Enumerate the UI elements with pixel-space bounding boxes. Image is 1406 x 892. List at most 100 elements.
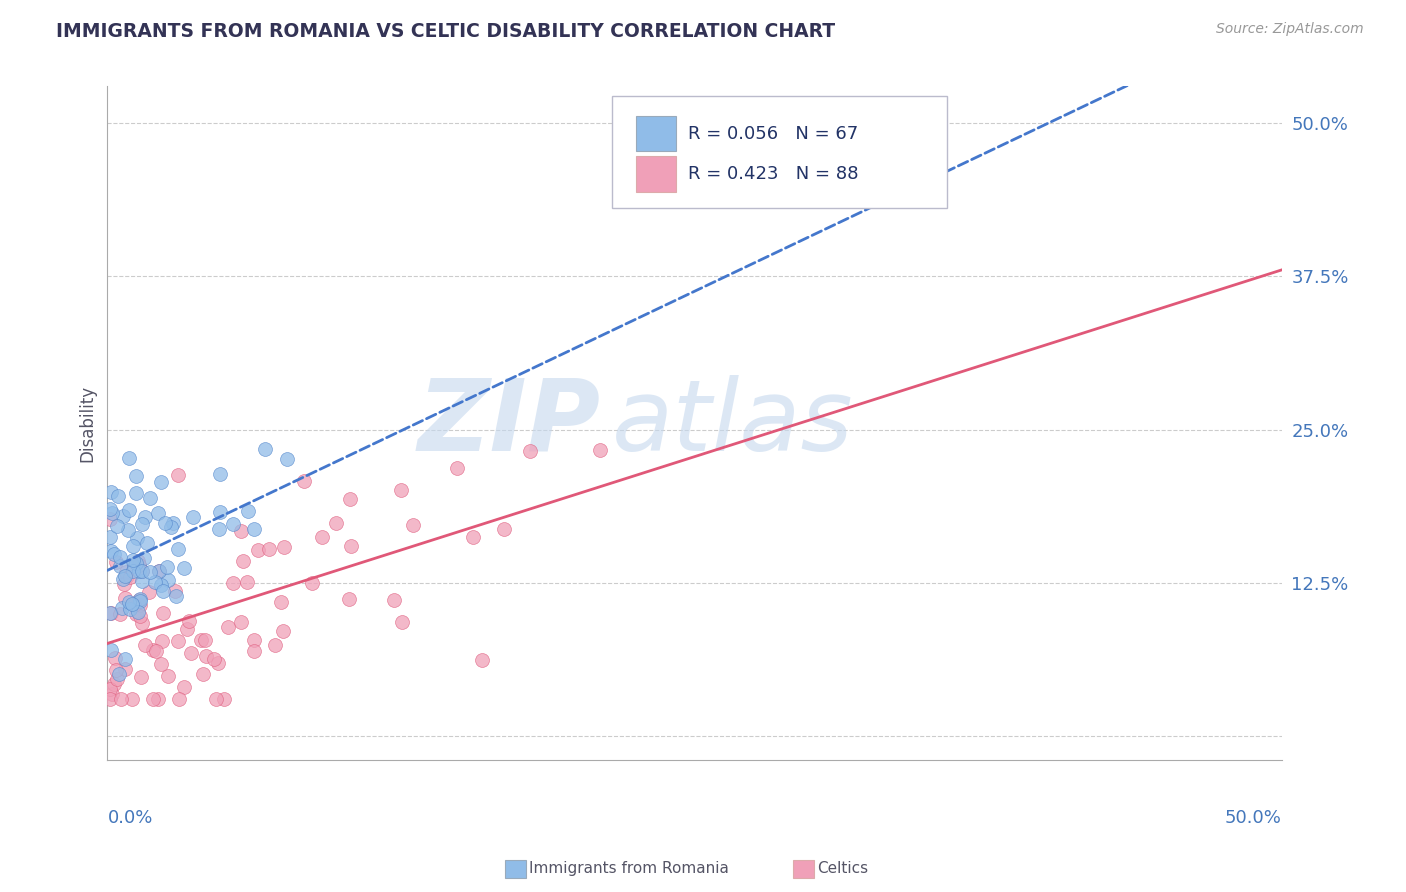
Point — [180, 647, 202, 661]
Point — [270, 595, 292, 609]
Point — [111, 572, 134, 586]
Point — [181, 509, 204, 524]
Point — [150, 633, 173, 648]
Point — [112, 577, 135, 591]
Point — [167, 468, 190, 483]
Point — [155, 516, 177, 530]
Point — [157, 669, 180, 683]
Point — [191, 667, 214, 681]
Point — [118, 595, 141, 609]
Point — [128, 558, 150, 573]
FancyBboxPatch shape — [613, 96, 948, 208]
Point — [131, 565, 153, 579]
Point — [209, 505, 232, 519]
Point — [125, 556, 148, 570]
Point — [131, 516, 153, 531]
Point — [461, 530, 484, 544]
Point — [105, 519, 128, 533]
Point — [98, 501, 121, 516]
Point — [121, 597, 143, 611]
Point — [242, 633, 264, 648]
Point — [384, 593, 406, 607]
Point — [139, 491, 162, 505]
Point — [128, 564, 150, 578]
Point — [208, 522, 231, 536]
Point — [134, 638, 156, 652]
Point — [114, 662, 136, 676]
Point — [138, 585, 160, 599]
Point — [232, 554, 254, 568]
Point — [165, 589, 187, 603]
Point — [152, 583, 174, 598]
Point — [121, 692, 143, 706]
Text: Celtics: Celtics — [817, 862, 868, 876]
Point — [142, 692, 165, 706]
Point — [118, 503, 141, 517]
Point — [100, 544, 122, 558]
Point — [177, 614, 200, 628]
Point — [122, 565, 145, 579]
Point — [519, 444, 541, 458]
Point — [125, 607, 148, 621]
Point — [111, 601, 134, 615]
Point — [273, 541, 295, 555]
Point — [242, 522, 264, 536]
Point — [124, 558, 146, 573]
Text: 50.0%: 50.0% — [1225, 809, 1282, 827]
Point — [125, 531, 148, 545]
Point — [150, 475, 173, 489]
Point — [108, 558, 131, 573]
Point — [104, 555, 127, 569]
Point — [128, 558, 150, 572]
Point — [176, 622, 198, 636]
Point — [301, 575, 323, 590]
Point — [117, 523, 139, 537]
Point — [162, 516, 184, 531]
Point — [146, 506, 169, 520]
Point — [195, 648, 218, 663]
Point — [202, 652, 225, 666]
Point — [231, 615, 253, 629]
Point — [471, 652, 494, 666]
Point — [125, 486, 148, 500]
Point — [98, 530, 121, 544]
Point — [231, 524, 253, 539]
Point — [236, 574, 259, 589]
Point — [167, 541, 190, 556]
Text: ZIP: ZIP — [418, 375, 600, 472]
Text: Immigrants from Romania: Immigrants from Romania — [529, 862, 728, 876]
Point — [108, 607, 131, 621]
Point — [173, 681, 195, 695]
Point — [114, 591, 136, 606]
Point — [134, 510, 156, 524]
Point — [149, 578, 172, 592]
Point — [121, 552, 143, 566]
Text: Source: ZipAtlas.com: Source: ZipAtlas.com — [1216, 22, 1364, 37]
Point — [242, 644, 264, 658]
Point — [112, 509, 135, 524]
Point — [148, 564, 170, 578]
Point — [238, 504, 260, 518]
Point — [101, 507, 124, 521]
Point — [148, 564, 170, 578]
Point — [589, 442, 612, 457]
Point — [98, 691, 121, 706]
Text: 0.0%: 0.0% — [107, 809, 153, 827]
Text: atlas: atlas — [613, 375, 853, 472]
Point — [222, 516, 245, 531]
Point — [114, 652, 136, 666]
Text: IMMIGRANTS FROM ROMANIA VS CELTIC DISABILITY CORRELATION CHART: IMMIGRANTS FROM ROMANIA VS CELTIC DISABI… — [56, 22, 835, 41]
Point — [131, 574, 153, 588]
Point — [131, 564, 153, 578]
Point — [98, 681, 121, 696]
Point — [98, 606, 121, 620]
Point — [264, 638, 287, 652]
Text: R = 0.423   N = 88: R = 0.423 N = 88 — [688, 165, 858, 183]
Point — [142, 643, 165, 657]
Point — [136, 536, 159, 550]
Point — [138, 566, 160, 580]
Point — [129, 670, 152, 684]
Point — [246, 543, 269, 558]
Point — [167, 634, 190, 648]
Point — [340, 539, 363, 553]
